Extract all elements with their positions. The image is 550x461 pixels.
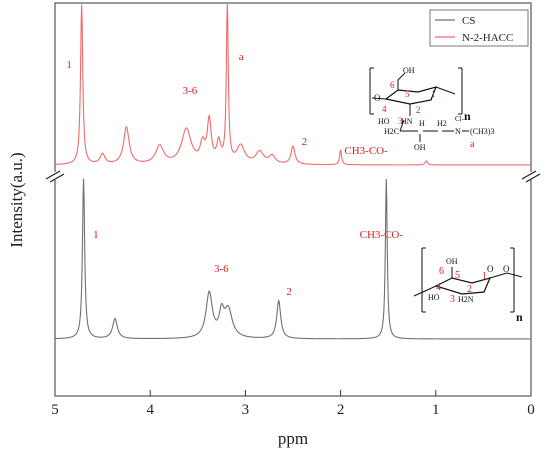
hacc-num-3: 3 — [398, 116, 403, 126]
peak-label-gray: 3-6 — [214, 263, 229, 275]
x-tick-label: 0 — [527, 402, 535, 418]
hacc-num-4: 4 — [382, 104, 387, 114]
peak-label-red: 2 — [302, 136, 308, 148]
x-tick-label: 4 — [146, 402, 154, 418]
structure-hacc — [369, 67, 469, 142]
cs-repeat: n — [516, 310, 523, 324]
x-tick-label: 5 — [51, 402, 59, 418]
annotation-layer: 1 3-6 a 2 CH3-CO- 1 3-6 2 CH3-CO- — [66, 51, 403, 298]
hacc-oh: OH — [414, 143, 426, 152]
cs-num-6: 6 — [439, 266, 444, 277]
hacc-oh6: OH — [403, 66, 415, 75]
legend-label-hacc: N-2-HACC — [462, 32, 513, 44]
hacc-label-a: a — [470, 139, 475, 150]
hacc-h: H — [419, 119, 425, 128]
cs-num-4: 4 — [436, 282, 441, 293]
hacc-o-link: O — [374, 93, 381, 103]
cs-o-ring: O — [487, 264, 494, 274]
cs-ho: HO — [428, 293, 440, 302]
peak-label-gray: CH3-CO- — [360, 229, 404, 241]
peak-label-red: a — [239, 51, 244, 63]
hacc-num-6: 6 — [390, 80, 395, 90]
hacc-ch3: (CH3)3 — [470, 127, 494, 136]
hacc-num-2: 2 — [416, 105, 421, 115]
hacc-h2c: H2C — [384, 127, 399, 136]
cs-num-5: 5 — [455, 270, 460, 281]
structure-cs — [413, 247, 523, 313]
axis-break-left — [44, 170, 66, 183]
peak-label-red: 3-6 — [183, 85, 198, 97]
legend-box — [429, 9, 529, 47]
hacc-num-5: 5 — [405, 89, 410, 99]
legend: CS N-2-HACC — [429, 9, 529, 47]
hacc-repeat: n — [464, 109, 471, 123]
structure-cs-text: n O OH HO H2N O 1 2 3 4 5 6 — [428, 257, 523, 324]
x-tick-label: 1 — [432, 402, 440, 418]
hacc-ho: HO — [378, 117, 390, 126]
cs-num-3: 3 — [450, 294, 455, 305]
y-axis-label: Intensity(a.u.) — [7, 152, 26, 247]
hacc-cl: Cl- — [455, 115, 465, 123]
peak-label-red: 1 — [66, 59, 72, 71]
axis-break-right — [520, 170, 542, 183]
hacc-n: N — [455, 127, 461, 136]
peak-label-red: CH3-CO- — [344, 145, 388, 157]
x-tick-label: 3 — [242, 402, 250, 418]
cs-h2n: H2N — [458, 295, 474, 304]
hacc-hn: HN — [401, 117, 413, 126]
series-layer — [54, 3, 531, 340]
cs-o-link: O — [503, 264, 510, 274]
x-tick-label: 2 — [337, 402, 345, 418]
cs-num-1: 1 — [482, 271, 487, 282]
x-axis-label: ppm — [278, 429, 308, 448]
x-axis-ticks: 5 4 3 2 1 0 — [51, 390, 535, 418]
legend-label-cs: CS — [462, 15, 475, 27]
cs-oh6: OH — [446, 257, 458, 266]
structure-hacc-text: n O OH HN HO H2C H OH H2 Cl- N (CH3)3 1 … — [374, 66, 494, 152]
hacc-h2: H2 — [437, 119, 447, 128]
peak-label-gray: 2 — [286, 286, 292, 298]
series-line-cs — [54, 178, 531, 340]
peak-label-gray: 1 — [93, 229, 99, 241]
plot-frame — [54, 2, 532, 397]
cs-num-2: 2 — [467, 284, 472, 295]
series-line-n-2-hacc — [54, 3, 531, 166]
hacc-num-1: 1 — [431, 89, 436, 99]
